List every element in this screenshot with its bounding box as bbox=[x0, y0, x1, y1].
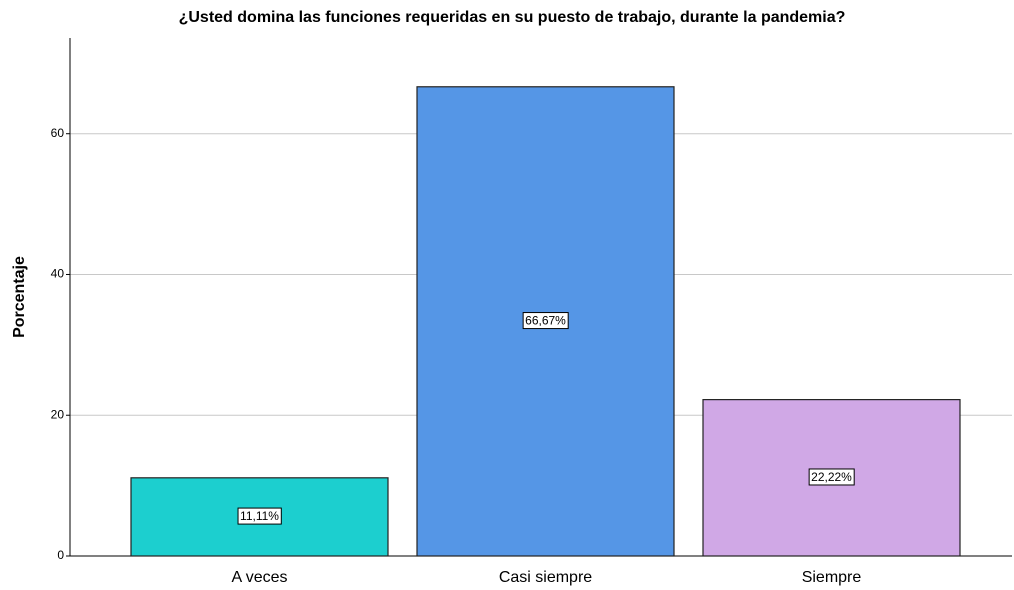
x-tick-label: Casi siempre bbox=[499, 569, 592, 586]
x-tick-label: A veces bbox=[231, 569, 287, 586]
y-tick-label: 60 bbox=[51, 126, 65, 140]
y-tick-label: 0 bbox=[57, 548, 64, 562]
y-tick-label: 20 bbox=[51, 407, 65, 421]
data-label-box bbox=[808, 468, 855, 486]
data-label-box bbox=[237, 507, 282, 525]
chart-title: ¿Usted domina las funciones requeridas e… bbox=[179, 9, 846, 26]
data-label: 22,22% bbox=[811, 470, 852, 484]
y-tick-label: 40 bbox=[51, 267, 65, 281]
data-label-box bbox=[522, 312, 569, 330]
data-label: 66,67% bbox=[525, 314, 566, 328]
y-axis-label: Porcentaje bbox=[11, 256, 28, 338]
data-label: 11,11% bbox=[240, 509, 279, 523]
x-tick-label: Siempre bbox=[802, 569, 862, 586]
